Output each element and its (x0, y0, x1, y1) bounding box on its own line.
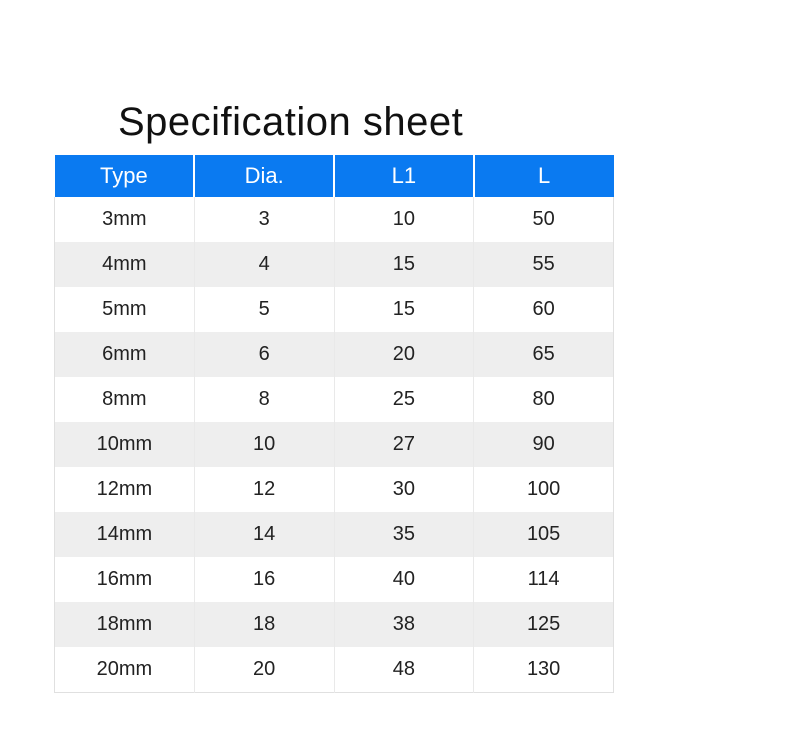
table-cell: 20mm (55, 647, 195, 693)
table-cell: 35 (334, 512, 474, 557)
table-cell: 3 (194, 197, 334, 242)
table-cell: 6 (194, 332, 334, 377)
col-l1: L1 (334, 155, 474, 197)
table-cell: 3mm (55, 197, 195, 242)
col-l: L (474, 155, 614, 197)
table-cell: 50 (474, 197, 614, 242)
table-row: 3mm31050 (55, 197, 614, 242)
table-cell: 48 (334, 647, 474, 693)
table-cell: 105 (474, 512, 614, 557)
table-row: 10mm102790 (55, 422, 614, 467)
table-cell: 15 (334, 242, 474, 287)
table-cell: 80 (474, 377, 614, 422)
table-cell: 20 (334, 332, 474, 377)
table-cell: 10mm (55, 422, 195, 467)
table-cell: 90 (474, 422, 614, 467)
col-type: Type (55, 155, 195, 197)
table-cell: 55 (474, 242, 614, 287)
spec-table: Type Dia. L1 L 3mm310504mm415555mm515606… (54, 155, 614, 693)
table-cell: 12 (194, 467, 334, 512)
table-row: 8mm82580 (55, 377, 614, 422)
table-row: 4mm41555 (55, 242, 614, 287)
table-cell: 14 (194, 512, 334, 557)
table-cell: 8 (194, 377, 334, 422)
page-title: Specification sheet (118, 100, 614, 145)
table-cell: 12mm (55, 467, 195, 512)
table-cell: 60 (474, 287, 614, 332)
table-cell: 100 (474, 467, 614, 512)
table-cell: 5 (194, 287, 334, 332)
table-cell: 10 (334, 197, 474, 242)
table-body: 3mm310504mm415555mm515606mm620658mm82580… (55, 197, 614, 693)
table-cell: 130 (474, 647, 614, 693)
table-cell: 6mm (55, 332, 195, 377)
table-cell: 5mm (55, 287, 195, 332)
table-cell: 38 (334, 602, 474, 647)
table-header: Type Dia. L1 L (55, 155, 614, 197)
spec-sheet: Specification sheet Type Dia. L1 L 3mm31… (54, 100, 614, 693)
table-row: 18mm1838125 (55, 602, 614, 647)
table-cell: 18mm (55, 602, 195, 647)
table-row: 5mm51560 (55, 287, 614, 332)
table-row: 12mm1230100 (55, 467, 614, 512)
table-cell: 40 (334, 557, 474, 602)
table-cell: 20 (194, 647, 334, 693)
table-row: 6mm62065 (55, 332, 614, 377)
table-cell: 114 (474, 557, 614, 602)
table-cell: 16 (194, 557, 334, 602)
table-cell: 25 (334, 377, 474, 422)
table-row: 20mm2048130 (55, 647, 614, 693)
table-row: 14mm1435105 (55, 512, 614, 557)
table-cell: 14mm (55, 512, 195, 557)
table-cell: 30 (334, 467, 474, 512)
table-cell: 27 (334, 422, 474, 467)
table-row: 16mm1640114 (55, 557, 614, 602)
table-cell: 10 (194, 422, 334, 467)
table-cell: 18 (194, 602, 334, 647)
table-cell: 16mm (55, 557, 195, 602)
table-cell: 8mm (55, 377, 195, 422)
table-cell: 65 (474, 332, 614, 377)
table-cell: 4mm (55, 242, 195, 287)
table-cell: 4 (194, 242, 334, 287)
col-dia: Dia. (194, 155, 334, 197)
table-cell: 15 (334, 287, 474, 332)
table-cell: 125 (474, 602, 614, 647)
